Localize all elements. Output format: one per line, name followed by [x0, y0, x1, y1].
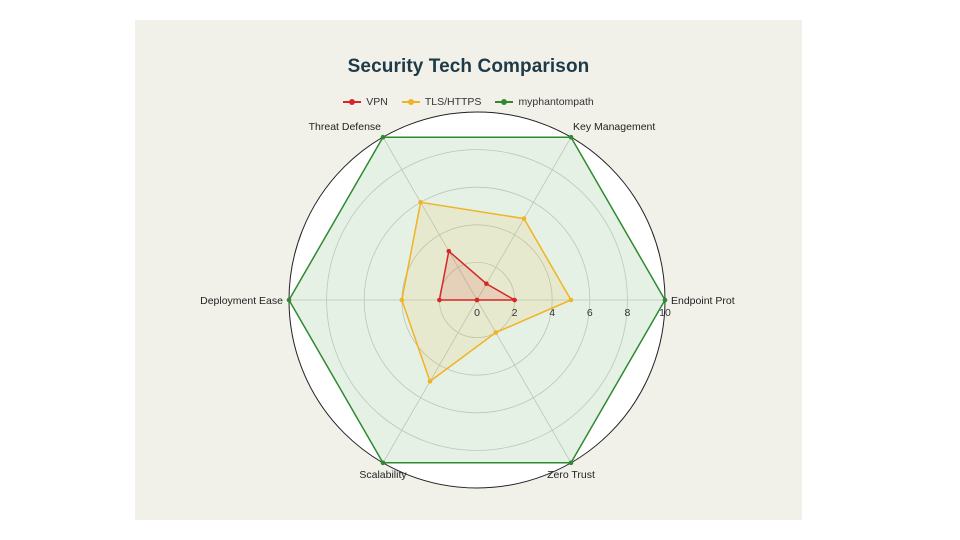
- series-point: [399, 297, 405, 303]
- series-point: [418, 200, 423, 205]
- legend-item: myphantompath: [495, 96, 594, 108]
- radial-tick-label: 4: [549, 307, 555, 319]
- legend-swatch: [401, 98, 420, 106]
- radial-tick-label: 8: [624, 307, 630, 319]
- series-point: [568, 297, 574, 303]
- axis-label: Scalability: [359, 469, 407, 481]
- legend-swatch: [495, 98, 514, 106]
- series-point: [512, 297, 517, 303]
- axis-label: Key Management: [573, 121, 655, 133]
- series-point: [521, 216, 527, 221]
- series-point: [568, 460, 574, 466]
- axis-label: Zero Trust: [547, 469, 595, 481]
- radial-tick-label: 10: [659, 307, 671, 319]
- chart-title: Security Tech Comparison: [347, 56, 590, 77]
- legend-label: TLS/HTTPS: [424, 96, 482, 108]
- series-point: [286, 297, 292, 303]
- series-point: [437, 297, 442, 303]
- axis-label: Threat Defense: [309, 121, 382, 133]
- series-point: [484, 281, 489, 287]
- legend: VPN TLS/HTTPS myphantompath: [135, 96, 802, 108]
- series-point: [380, 460, 386, 466]
- series-point: [662, 297, 668, 303]
- series-point: [474, 297, 480, 303]
- radial-tick-label: 2: [512, 307, 518, 319]
- legend-item: TLS/HTTPS: [401, 96, 482, 108]
- series-point: [427, 379, 433, 384]
- series-area: [439, 251, 515, 300]
- series-point: [380, 134, 386, 140]
- legend-item: VPN: [343, 96, 388, 108]
- series-line: [438, 249, 518, 301]
- legend-label: VPN: [366, 96, 388, 108]
- radial-tick-label: 6: [587, 307, 593, 319]
- legend-label: myphantompath: [518, 96, 594, 108]
- grid-spoke: [476, 299, 572, 464]
- legend-swatch: [343, 98, 362, 106]
- series-point: [446, 248, 452, 254]
- series-area: [401, 202, 571, 382]
- axis-label: Deployment Ease: [200, 295, 283, 307]
- radial-tick-label: 0: [474, 307, 480, 319]
- grid-spoke: [382, 136, 478, 301]
- series-point: [568, 134, 574, 140]
- series-point: [493, 330, 499, 335]
- axis-label: Endpoint Prot: [671, 295, 735, 307]
- chart-panel: Security Tech Comparison VPN TLS/HTTPS myp…: [135, 20, 802, 520]
